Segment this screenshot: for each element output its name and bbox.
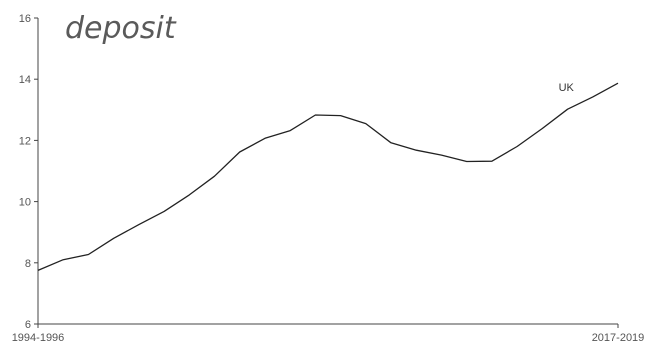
data-point [213,175,216,178]
y-tick-label: 8 [25,258,31,270]
series-label: UK [559,82,575,94]
data-point [263,137,266,140]
data-point [617,82,620,85]
y-tick-label: 16 [19,13,31,25]
y-tick-label: 6 [25,319,31,331]
data-point [339,114,342,117]
data-point [440,154,443,157]
data-point [490,160,493,163]
data-point [390,141,393,144]
x-tick-label: 2017-2019 [592,332,645,344]
y-tick-label: 12 [19,135,31,147]
y-axis-ticks: 6 8 10 12 14 16 [19,13,38,331]
data-point [541,127,544,130]
data-point [566,108,569,111]
data-point [188,193,191,196]
series-group: UK [37,82,620,272]
data-point [137,223,140,226]
x-axis-ticks: 1994-1996 2017-2019 [12,324,645,344]
series-line-uk [37,82,619,271]
data-point [465,160,468,163]
data-point [314,114,317,117]
data-point [415,149,418,152]
y-tick-label: 14 [19,74,31,86]
data-point [238,151,241,154]
data-point [62,258,65,261]
chart-title: deposit [65,11,177,46]
y-tick-label: 10 [19,197,31,209]
data-point [37,269,40,272]
data-point [516,145,519,148]
data-point [591,95,594,98]
data-point [87,253,90,256]
data-point [289,129,292,132]
x-tick-label: 1994-1996 [12,332,65,344]
data-point [364,122,367,125]
data-point [112,237,115,240]
data-point [163,210,166,213]
